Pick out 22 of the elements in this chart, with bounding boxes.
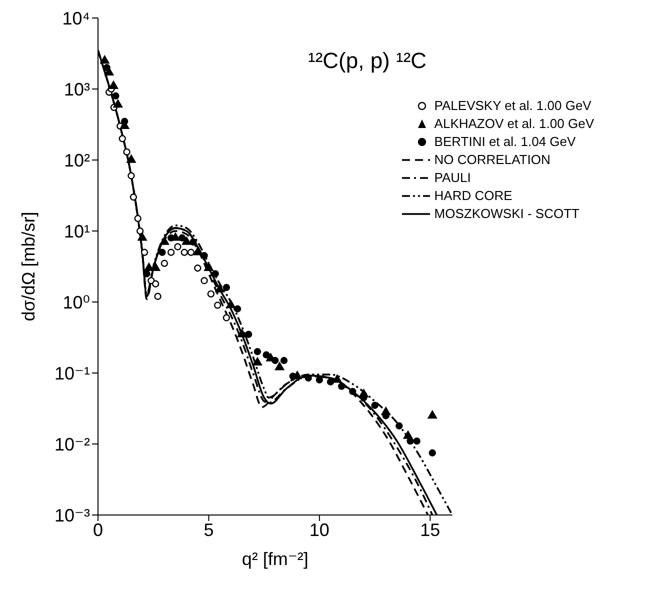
y-axis-title: dσ/dΩ [mb/sr] — [18, 212, 38, 322]
x-tick-label: 10 — [309, 520, 330, 540]
text: ¹²C(p, p) ¹²C — [308, 48, 427, 74]
y-tick-label: 10⁻¹ — [54, 363, 90, 384]
legend-label: ALKHAZOV et al. 1.00 GeV — [434, 116, 594, 131]
x-tick-label: 0 — [92, 520, 104, 540]
y-tick-label: 10³ — [64, 79, 90, 100]
legend-label: NO CORRELATION — [434, 152, 550, 167]
y-tick-label: 10⁻² — [54, 434, 90, 454]
legend-label: MOSZKOWSKI - SCOTT — [434, 206, 580, 221]
legend-label: PAULI — [434, 170, 471, 185]
legend-label: HARD CORE — [434, 188, 512, 203]
x-tick-label: 5 — [204, 520, 214, 540]
x-axis-title: q² [fm⁻²] — [242, 549, 308, 569]
legend-label: PALEVSKY et al. 1.00 GeV — [434, 98, 592, 113]
y-tick-label: 10⁰ — [62, 292, 90, 312]
y-tick-label: 10² — [64, 150, 90, 170]
x-tick-label: 15 — [420, 520, 440, 540]
y-tick-label: 10¹ — [64, 221, 90, 242]
y-tick-label: 10⁴ — [62, 8, 90, 28]
legend-label: BERTINI et al. 1.04 GeV — [434, 134, 576, 149]
y-tick-label: 10⁻³ — [54, 505, 90, 526]
